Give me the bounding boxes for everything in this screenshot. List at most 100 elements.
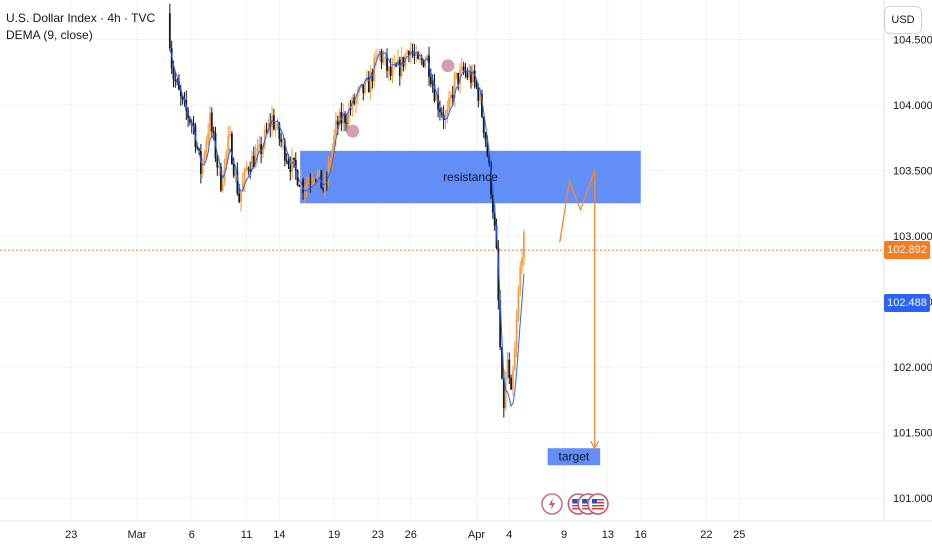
candle-body <box>512 370 514 390</box>
candle-body <box>314 179 317 181</box>
time-tick-label: 16 <box>635 529 647 541</box>
symbol-title[interactable]: U.S. Dollar Index · 4h · TVC <box>6 11 156 25</box>
candle-body <box>493 212 496 226</box>
candle-body <box>490 163 492 195</box>
candle-body <box>325 180 328 182</box>
candle-body <box>249 169 252 172</box>
candle-body <box>431 83 434 85</box>
candle-body <box>232 163 235 176</box>
candle-body <box>227 135 230 152</box>
candle-body <box>209 112 211 133</box>
candle-body <box>287 161 290 165</box>
candle-body <box>418 58 421 60</box>
candle-body <box>322 188 325 191</box>
resistance-label: resistance <box>443 170 498 184</box>
candle-body <box>274 127 277 130</box>
candle-body <box>417 52 419 59</box>
candle-body <box>296 170 299 186</box>
candle-body <box>338 111 341 125</box>
candle-body <box>356 90 359 98</box>
candle-body <box>491 194 494 213</box>
target-label: target <box>559 450 590 464</box>
candle-body <box>289 164 292 173</box>
candle-body <box>351 97 354 110</box>
time-tick-label: 25 <box>733 529 745 541</box>
candle-body <box>457 72 460 85</box>
candle-body <box>309 181 312 183</box>
candle-body <box>473 70 476 82</box>
candle-body <box>247 168 250 170</box>
candle-body <box>179 89 182 97</box>
candle-body <box>517 291 520 320</box>
candle-body <box>462 66 465 71</box>
candle-body <box>302 179 304 193</box>
time-tick-label: 9 <box>561 529 567 541</box>
candle-body <box>229 133 231 136</box>
candle-body <box>272 115 275 130</box>
candle-body <box>371 72 374 82</box>
candle-body <box>508 359 511 378</box>
candle-body <box>444 115 447 121</box>
candle-body <box>344 113 346 123</box>
candle-body <box>477 86 480 101</box>
candle-body <box>450 94 452 98</box>
candle-body <box>291 157 294 173</box>
projection-line <box>559 170 596 449</box>
candle-body <box>426 55 429 60</box>
candle-body <box>448 97 450 110</box>
chart-legend: U.S. Dollar Index · 4h · TVC DEMA (9, cl… <box>6 10 155 44</box>
candle-body <box>260 144 262 154</box>
candle-body <box>172 68 175 80</box>
time-axis[interactable]: 23 Mar 6 11 14 19 23 26 Apr 4 9 13 16 22 25 <box>0 520 932 541</box>
candle-body <box>225 151 228 160</box>
candle-body <box>298 185 301 188</box>
candle-body <box>221 180 224 191</box>
time-tick-label: 13 <box>602 529 614 541</box>
time-tick-label: Apr <box>468 529 485 541</box>
candle-body <box>192 123 195 126</box>
candle-body <box>276 123 279 128</box>
price-tick-label: 101.000 <box>893 493 932 505</box>
flag-canton <box>582 499 588 504</box>
candle-body <box>482 116 485 133</box>
indicator-title[interactable]: DEMA (9, close) <box>6 28 93 42</box>
candle-body <box>278 123 281 139</box>
candle-body <box>265 130 268 132</box>
lightning-glyph <box>549 498 556 510</box>
flag-stripe <box>582 508 595 510</box>
candle-body <box>210 112 213 131</box>
highlight-circle <box>346 124 360 138</box>
candle-body <box>238 193 241 202</box>
candle-body <box>519 266 522 292</box>
candle-body <box>501 347 503 379</box>
candle-body <box>311 181 314 183</box>
event-icons[interactable] <box>541 493 609 515</box>
candle-body <box>241 181 244 193</box>
candle-body <box>484 132 487 141</box>
candle-body <box>280 138 283 143</box>
candle-body <box>468 72 471 78</box>
candle-body <box>176 81 179 83</box>
flag-canton <box>572 499 578 504</box>
time-tick-label: 11 <box>241 529 252 541</box>
price-axis[interactable]: 101.000101.500102.000102.500103.000103.5… <box>883 0 932 520</box>
projection-path <box>559 170 600 450</box>
candle-body <box>455 72 458 77</box>
candle-body <box>181 96 184 100</box>
candle-body <box>433 84 436 101</box>
candle-body <box>254 153 257 168</box>
candle-body <box>283 141 286 161</box>
time-tick-label: 6 <box>189 529 195 541</box>
flag-stripe <box>572 508 585 510</box>
candle-body <box>294 159 297 171</box>
price-tick-label: 102.000 <box>893 362 932 374</box>
candle-body <box>406 51 408 55</box>
time-tick-label: 22 <box>700 529 712 541</box>
currency-button[interactable]: USD <box>884 6 922 34</box>
candle-body <box>424 59 427 67</box>
candle-body <box>168 13 171 49</box>
time-tick-label: Mar <box>128 529 147 541</box>
candle-body <box>203 153 206 160</box>
candle-body <box>216 158 219 168</box>
